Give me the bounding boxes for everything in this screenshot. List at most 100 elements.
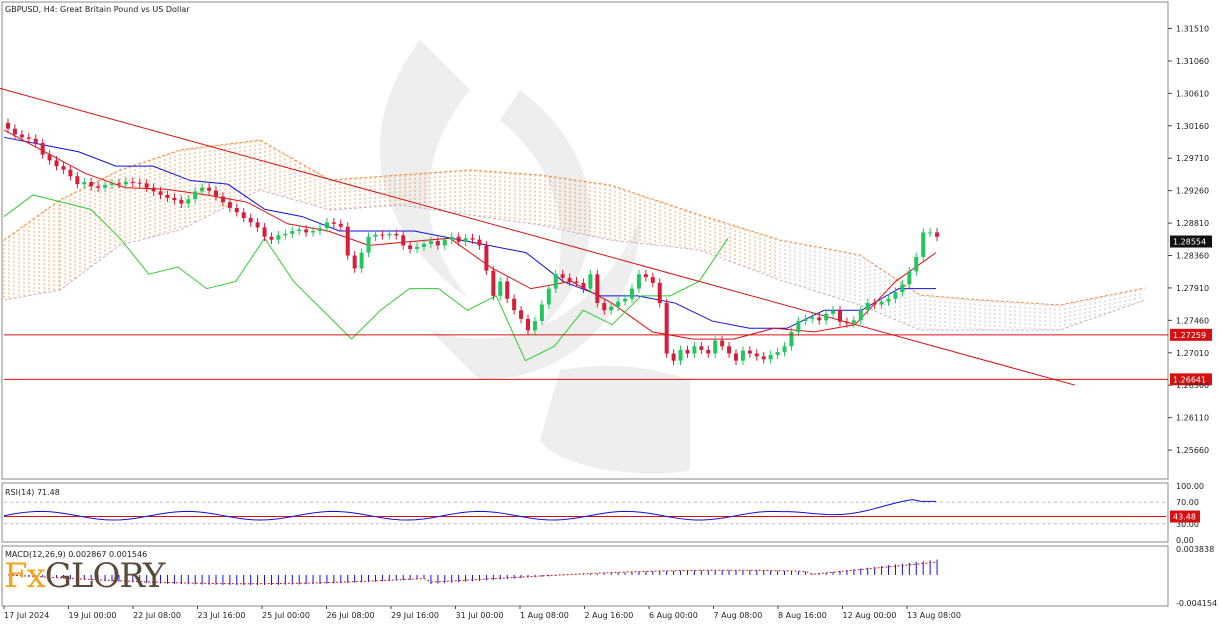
price-tick-label: 1.30610 xyxy=(1176,89,1209,98)
rsi-level-tag xyxy=(1170,510,1200,523)
candle-body xyxy=(720,340,725,347)
level-tag xyxy=(1170,328,1212,341)
candle-body xyxy=(740,350,745,361)
candle-body xyxy=(553,274,558,289)
price-axis: 1.31510 1.31060 1.30610 1.30160 1.29710 1.292… xyxy=(1168,25,1209,455)
candle-body xyxy=(262,227,267,237)
time-tick-label: 23 Jul 16:00 xyxy=(198,611,246,620)
time-tick-label: 2 Aug 16:00 xyxy=(585,611,634,620)
indicator-lines xyxy=(0,87,1076,386)
time-tick-label: 29 Jul 16:00 xyxy=(391,611,439,620)
candle-body xyxy=(692,346,697,354)
candle-body xyxy=(484,245,489,271)
candle-body xyxy=(581,282,586,289)
rsi-line: 100.00 70.00 30.00 0.00 43.48 xyxy=(3,482,1204,545)
candle-body xyxy=(706,349,711,354)
candle-body xyxy=(89,181,94,187)
candle-body xyxy=(470,238,475,240)
candle-body xyxy=(463,238,468,242)
candle-body xyxy=(449,236,454,240)
candle-body xyxy=(519,310,524,319)
candle-body xyxy=(304,229,309,233)
rsi-level-tag-label: 43.48 xyxy=(1173,513,1196,522)
level-tag xyxy=(1170,373,1212,386)
candle-body xyxy=(61,166,66,170)
candle-body xyxy=(297,229,302,231)
candle-body xyxy=(283,233,288,236)
candle-body xyxy=(276,235,281,240)
candle-body xyxy=(241,212,246,219)
candle-body xyxy=(380,234,385,236)
candle-body xyxy=(366,236,371,253)
candle-body xyxy=(865,303,870,311)
candle-body xyxy=(789,331,794,347)
price-tick-label: 1.27910 xyxy=(1176,284,1209,293)
candle-body xyxy=(928,232,933,234)
candle-body xyxy=(220,196,225,203)
price-tick-label: 1.29710 xyxy=(1176,154,1209,163)
senkou-span-a xyxy=(3,139,1146,306)
candle-body xyxy=(574,281,579,283)
candle-body xyxy=(699,346,704,350)
watermark-logo xyxy=(379,40,690,474)
candle-body xyxy=(331,222,336,224)
candle-body xyxy=(207,187,212,191)
candle-body xyxy=(311,230,316,233)
candle-body xyxy=(844,321,849,324)
candle-body xyxy=(435,241,440,246)
price-tick-label: 1.26560 xyxy=(1176,381,1209,390)
price-tick-label: 1.25660 xyxy=(1176,446,1209,455)
candle-body xyxy=(186,199,191,204)
candle-body xyxy=(248,218,253,223)
candle-body xyxy=(352,255,357,269)
time-tick-label: 26 Jul 08:00 xyxy=(327,611,375,620)
candle-body xyxy=(290,230,295,234)
time-tick-label: 13 Aug 08:00 xyxy=(907,611,961,620)
price-tick-label: 1.31510 xyxy=(1176,25,1209,34)
candle-body xyxy=(103,184,108,188)
candle-body xyxy=(900,284,905,293)
candle-body xyxy=(359,252,364,269)
candle-body xyxy=(130,181,135,183)
candle-body xyxy=(47,154,52,161)
rsi-series xyxy=(3,499,936,521)
candle-body xyxy=(907,271,912,285)
level-tag-label: 1.26641 xyxy=(1173,375,1206,384)
time-tick-label: 1 Aug 08:00 xyxy=(520,611,569,620)
candle-body xyxy=(172,197,177,201)
candle-body xyxy=(526,318,530,331)
time-tick-label: 7 Aug 08:00 xyxy=(714,611,763,620)
candle-body xyxy=(858,310,863,321)
candle-body xyxy=(151,187,156,192)
candle-body xyxy=(19,134,24,138)
candle-body xyxy=(650,277,655,283)
candle-body xyxy=(137,182,142,184)
candle-body xyxy=(643,274,648,278)
candle-body xyxy=(595,274,600,304)
macd-tick-label: 0.003838 xyxy=(1176,545,1214,554)
candle-body xyxy=(761,356,766,360)
rsi-tick-label: 70.00 xyxy=(1176,498,1199,507)
candle-body xyxy=(747,350,752,354)
candle-body xyxy=(318,228,322,231)
candle-body xyxy=(345,226,350,256)
time-tick-label: 17 Jul 2024 xyxy=(4,611,49,620)
candle-body xyxy=(512,298,517,311)
candle-body xyxy=(532,321,537,331)
macd-histogram: 0.003838 -0.004154 xyxy=(7,545,1217,608)
level-tag-label: 1.27259 xyxy=(1173,331,1206,340)
candle-body xyxy=(921,232,926,257)
candle-body xyxy=(796,321,801,332)
candle-body xyxy=(685,349,690,354)
candle-series xyxy=(6,118,940,366)
logo-fx: Fx xyxy=(4,556,46,596)
price-tick-label: 1.28810 xyxy=(1176,219,1209,228)
ichimoku-cloud xyxy=(3,139,1146,331)
price-tick-label: 1.28360 xyxy=(1176,251,1209,260)
time-axis: 17 Jul 2024 19 Jul 00:00 22 Jul 08:00 23 Ju… xyxy=(3,606,961,620)
candle-body xyxy=(110,183,114,185)
price-tick-label: 1.30160 xyxy=(1176,122,1209,131)
candle-body xyxy=(200,187,205,192)
candle-body xyxy=(428,241,433,244)
